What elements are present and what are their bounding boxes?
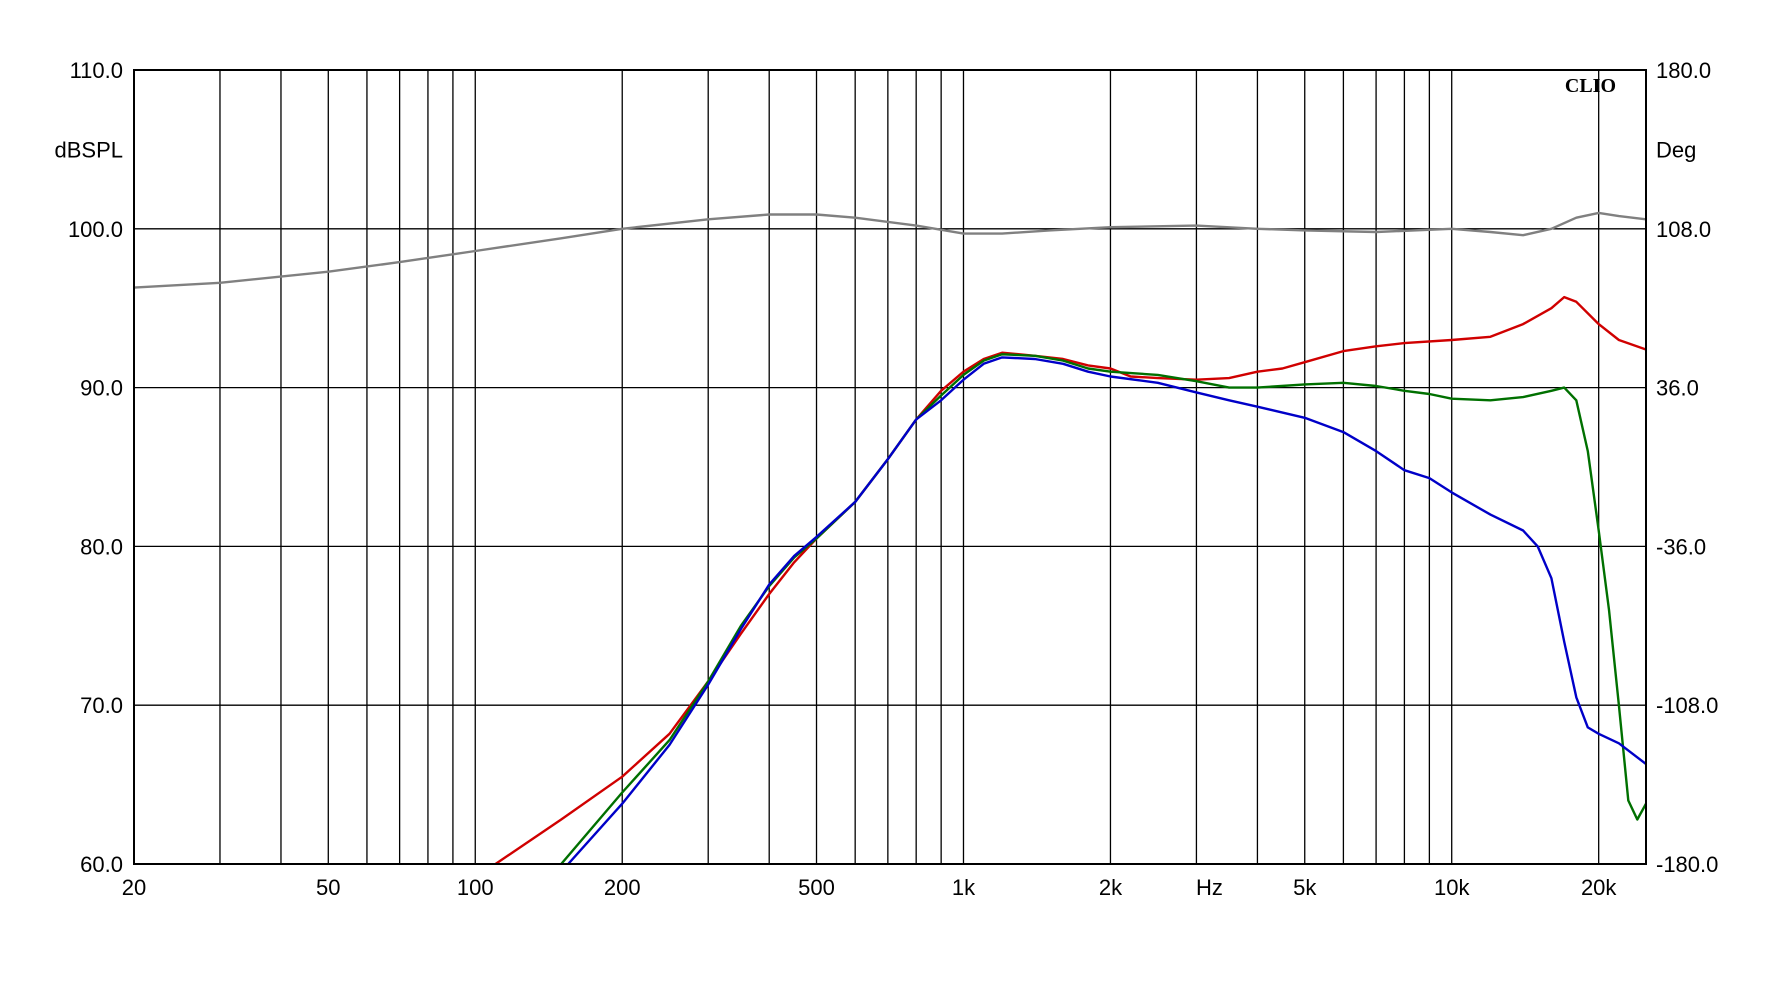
series-lines	[134, 211, 1646, 864]
left-axis-tick-labels: 110.0 100.0 90.0 80.0 70.0 60.0	[68, 58, 123, 877]
x-tick-label: 2k	[1099, 875, 1123, 900]
right-tick-label: -36.0	[1656, 534, 1706, 559]
left-tick-label: 100.0	[68, 217, 123, 242]
series-line-1	[134, 211, 1646, 289]
x-tick-label: 20	[122, 875, 146, 900]
x-axis-tick-labels: 20 50 100 200 500 1k 2k 5k 10k 20k	[122, 875, 1618, 900]
right-tick-label: -108.0	[1656, 693, 1718, 718]
right-tick-label: 108.0	[1656, 217, 1711, 242]
left-tick-label: 80.0	[80, 534, 123, 559]
plot-frame	[133, 69, 1647, 865]
x-tick-label: 5k	[1293, 875, 1317, 900]
left-tick-label: 60.0	[80, 852, 123, 877]
left-tick-label: 110.0	[70, 58, 123, 83]
series-line-2	[494, 295, 1646, 864]
right-tick-label: 36.0	[1656, 376, 1699, 401]
x-tick-label: 500	[798, 875, 835, 900]
x-tick-label: 10k	[1434, 875, 1470, 900]
right-axis-tick-labels: 180.0 108.0 36.0 -36.0 -108.0 -180.0	[1656, 58, 1718, 877]
series-line-3	[560, 353, 1646, 864]
x-axis-unit-label: Hz	[1196, 875, 1223, 900]
right-tick-label: 180.0	[1656, 58, 1711, 83]
grid-lines	[134, 69, 1646, 865]
x-tick-label: 50	[316, 875, 340, 900]
x-tick-label: 200	[604, 875, 641, 900]
x-tick-label: 100	[457, 875, 494, 900]
left-tick-label: 90.0	[80, 376, 123, 401]
series-line-4	[567, 356, 1646, 864]
left-tick-label: 70.0	[80, 693, 123, 718]
x-tick-label: 1k	[952, 875, 976, 900]
clio-brand-label: CLIO	[1565, 75, 1616, 97]
right-axis-label: Deg	[1656, 137, 1696, 162]
left-axis-label: dBSPL	[55, 137, 124, 162]
right-tick-label: -180.0	[1656, 852, 1718, 877]
x-tick-label: 20k	[1581, 875, 1617, 900]
